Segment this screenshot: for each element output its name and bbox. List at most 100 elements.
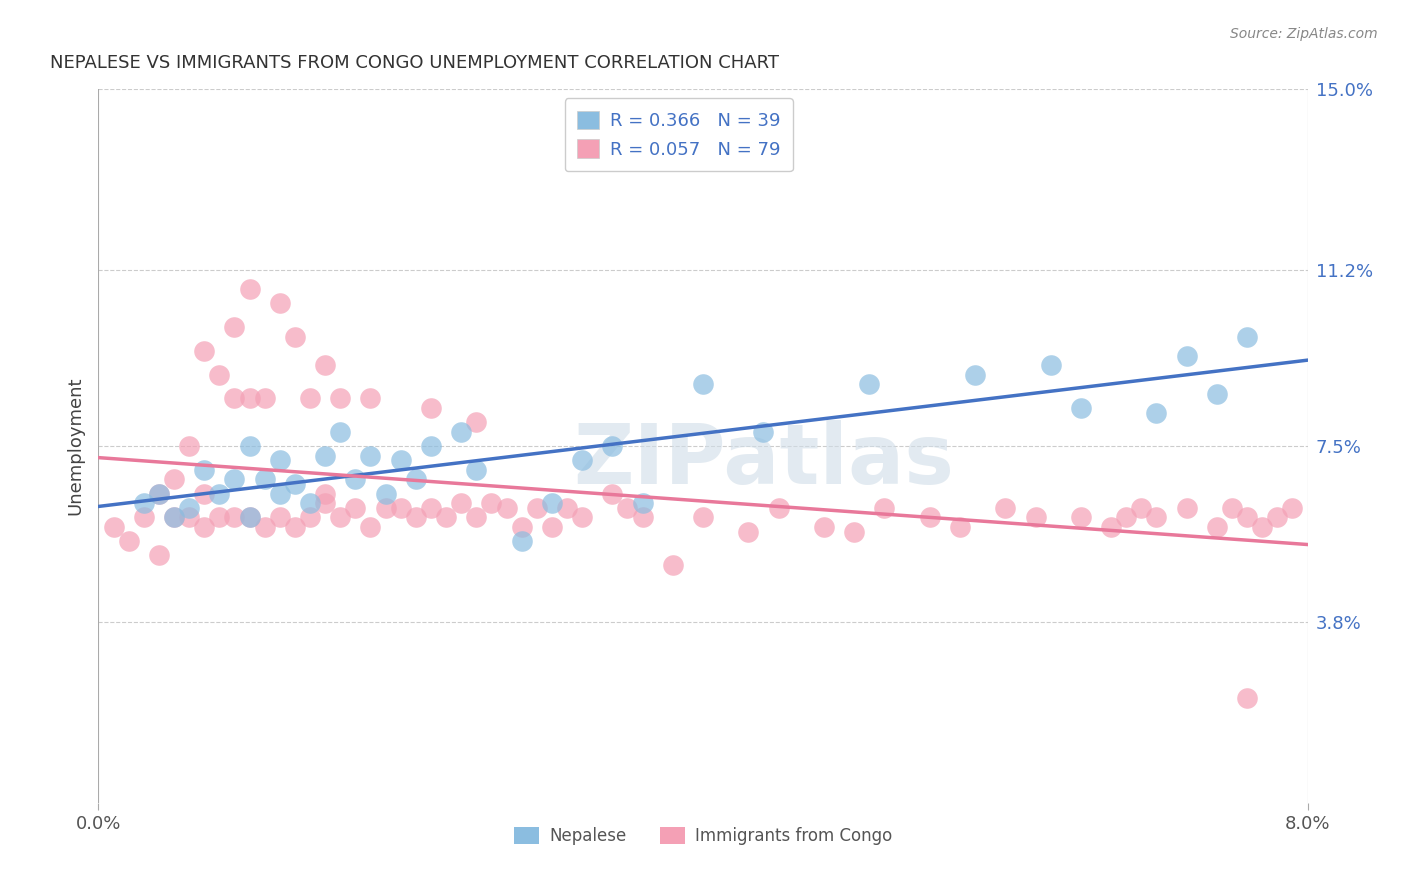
Point (284, 477, 307, 491)
Point (1281, 500, 1303, 515)
Point (1236, 510, 1258, 524)
Point (163, 472, 186, 486)
Point (1206, 520, 1229, 534)
Point (858, 377, 880, 392)
Point (284, 329, 307, 343)
Text: Source: ZipAtlas.com: Source: ZipAtlas.com (1230, 27, 1378, 41)
Point (434, 510, 457, 524)
Point (344, 500, 367, 515)
Point (224, 510, 246, 524)
Point (768, 500, 790, 515)
Point (510, 520, 533, 534)
Point (1146, 510, 1168, 524)
Point (1251, 520, 1274, 534)
Point (1267, 510, 1289, 524)
Point (1070, 510, 1092, 524)
Point (602, 486, 624, 500)
Point (374, 486, 396, 500)
Point (193, 520, 215, 534)
Point (1175, 349, 1198, 363)
Point (208, 368, 231, 382)
Point (314, 358, 336, 372)
Point (299, 510, 322, 524)
Text: NEPALESE VS IMMIGRANTS FROM CONGO UNEMPLOYMENT CORRELATION CHART: NEPALESE VS IMMIGRANTS FROM CONGO UNEMPL… (51, 54, 779, 72)
Point (1206, 386, 1229, 401)
Point (420, 439, 443, 453)
Point (208, 510, 231, 524)
Point (179, 500, 201, 515)
Point (163, 510, 186, 524)
Point (329, 425, 352, 439)
Point (179, 510, 201, 524)
Point (389, 453, 412, 467)
Point (1115, 510, 1137, 524)
Point (284, 520, 307, 534)
Point (314, 449, 336, 463)
Point (329, 392, 352, 406)
Point (555, 500, 578, 515)
Point (239, 282, 262, 296)
Point (540, 520, 562, 534)
Point (132, 510, 155, 524)
Point (193, 486, 215, 500)
Point (571, 510, 593, 524)
Point (616, 500, 638, 515)
Point (737, 524, 759, 539)
Point (661, 558, 683, 572)
Text: ZIPatlas: ZIPatlas (574, 420, 953, 500)
Point (374, 500, 396, 515)
Point (360, 449, 382, 463)
Point (495, 500, 517, 515)
Point (1236, 329, 1258, 343)
Point (224, 320, 246, 334)
Point (420, 500, 443, 515)
Point (344, 472, 367, 486)
Point (314, 496, 336, 510)
Point (510, 534, 533, 549)
Point (224, 392, 246, 406)
Point (253, 520, 276, 534)
Point (148, 549, 170, 563)
Point (994, 500, 1017, 515)
Point (132, 496, 155, 510)
Point (873, 500, 896, 515)
Point (571, 453, 593, 467)
Point (389, 500, 412, 515)
Point (1130, 500, 1153, 515)
Point (193, 463, 215, 477)
Point (949, 520, 972, 534)
Y-axis label: Unemployment: Unemployment (66, 376, 84, 516)
Point (208, 486, 231, 500)
Point (269, 296, 291, 310)
Point (224, 472, 246, 486)
Point (118, 534, 141, 549)
Point (299, 496, 322, 510)
Point (420, 401, 443, 415)
Point (1025, 510, 1047, 524)
Point (193, 343, 215, 358)
Point (405, 472, 427, 486)
Point (148, 486, 170, 500)
Point (329, 510, 352, 524)
Point (918, 510, 941, 524)
Point (1099, 520, 1122, 534)
Point (465, 463, 488, 477)
Point (360, 392, 382, 406)
Point (269, 486, 291, 500)
Point (450, 496, 472, 510)
Point (965, 368, 987, 382)
Point (179, 439, 201, 453)
Point (844, 524, 866, 539)
Point (813, 520, 835, 534)
Point (465, 510, 488, 524)
Point (253, 392, 276, 406)
Point (1070, 401, 1092, 415)
Point (269, 510, 291, 524)
Point (540, 496, 562, 510)
Point (299, 392, 322, 406)
Point (481, 496, 503, 510)
Point (1039, 358, 1062, 372)
Point (1175, 500, 1198, 515)
Point (692, 510, 714, 524)
Point (465, 415, 488, 429)
